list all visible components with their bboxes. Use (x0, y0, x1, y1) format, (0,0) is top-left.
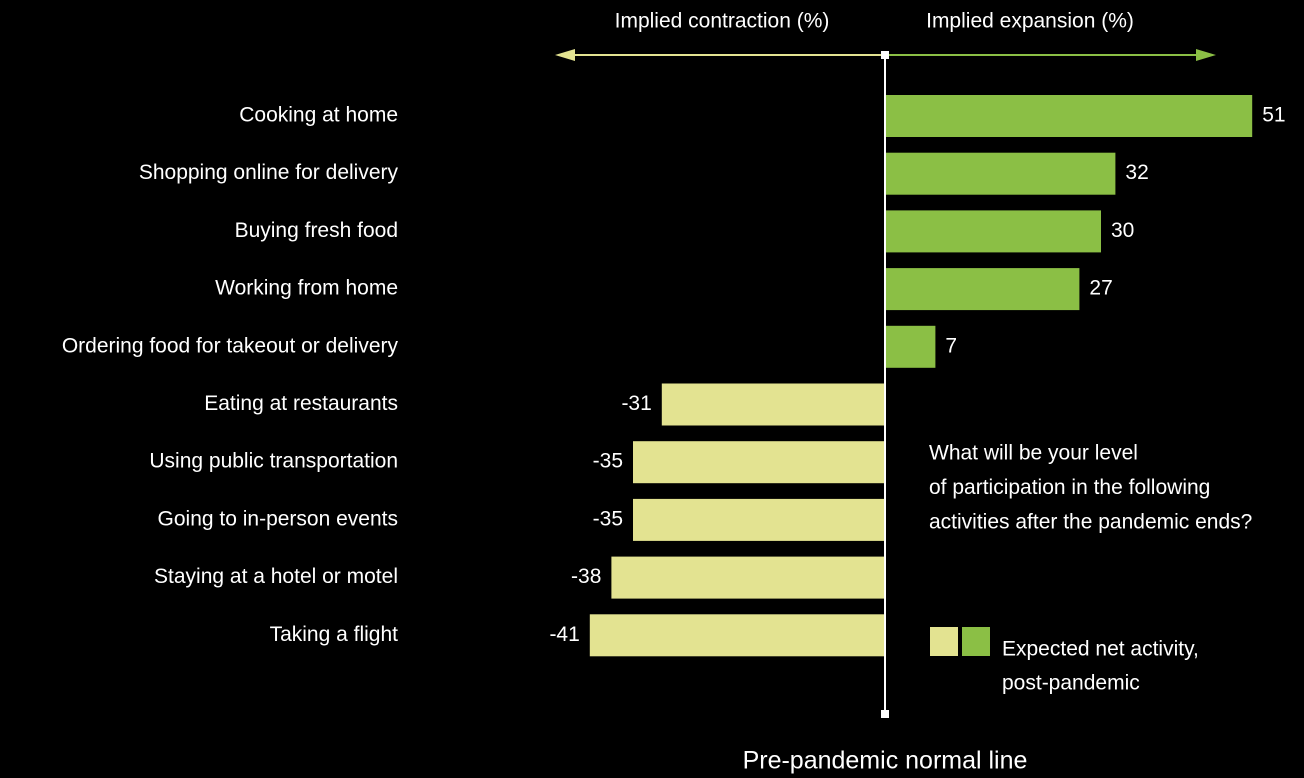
category-label: Staying at a hotel or motel (154, 565, 398, 588)
bar (885, 152, 1116, 195)
bar (885, 95, 1253, 137)
baseline-end (881, 710, 889, 718)
value-label: 27 (1089, 277, 1112, 300)
bar (589, 614, 885, 657)
value-label: -38 (571, 565, 601, 588)
value-label: 30 (1111, 219, 1134, 242)
legend-swatch (962, 627, 990, 656)
bar (633, 498, 885, 541)
value-label: 32 (1125, 161, 1148, 184)
value-label: -31 (621, 392, 651, 415)
bar (633, 441, 885, 484)
bar (885, 268, 1080, 311)
value-label: 7 (945, 334, 957, 357)
baseline-end (881, 51, 889, 59)
contraction-arrowhead (555, 49, 575, 61)
category-label: Cooking at home (239, 104, 398, 127)
category-label: Ordering food for takeout or delivery (62, 334, 399, 357)
baseline-label: Pre-pandemic normal line (743, 747, 1028, 775)
value-label: -41 (549, 623, 579, 646)
category-label: Buying fresh food (235, 219, 398, 242)
question-line: What will be your level (929, 442, 1138, 465)
left-direction-label: Implied contraction (%) (615, 10, 830, 33)
question-line: of participation in the following (929, 476, 1210, 499)
expansion-arrowhead (1196, 49, 1216, 61)
legend-label: Expected net activity, (1002, 638, 1199, 661)
category-label: Working from home (215, 277, 398, 300)
category-label: Shopping online for delivery (139, 161, 399, 184)
value-label: -35 (593, 450, 623, 473)
category-label: Taking a flight (270, 623, 399, 646)
value-label: 51 (1262, 104, 1285, 127)
value-label: -35 (593, 507, 623, 530)
bar (661, 383, 885, 426)
legend-label: post-pandemic (1002, 672, 1140, 695)
bar (611, 556, 885, 599)
category-label: Going to in-person events (158, 507, 398, 530)
legend-swatch (930, 627, 958, 656)
category-label: Using public transportation (149, 450, 398, 473)
bar (885, 210, 1101, 253)
bar (885, 325, 936, 368)
category-label: Eating at restaurants (204, 392, 398, 415)
question-line: activities after the pandemic ends? (929, 511, 1252, 534)
right-direction-label: Implied expansion (%) (926, 10, 1134, 33)
